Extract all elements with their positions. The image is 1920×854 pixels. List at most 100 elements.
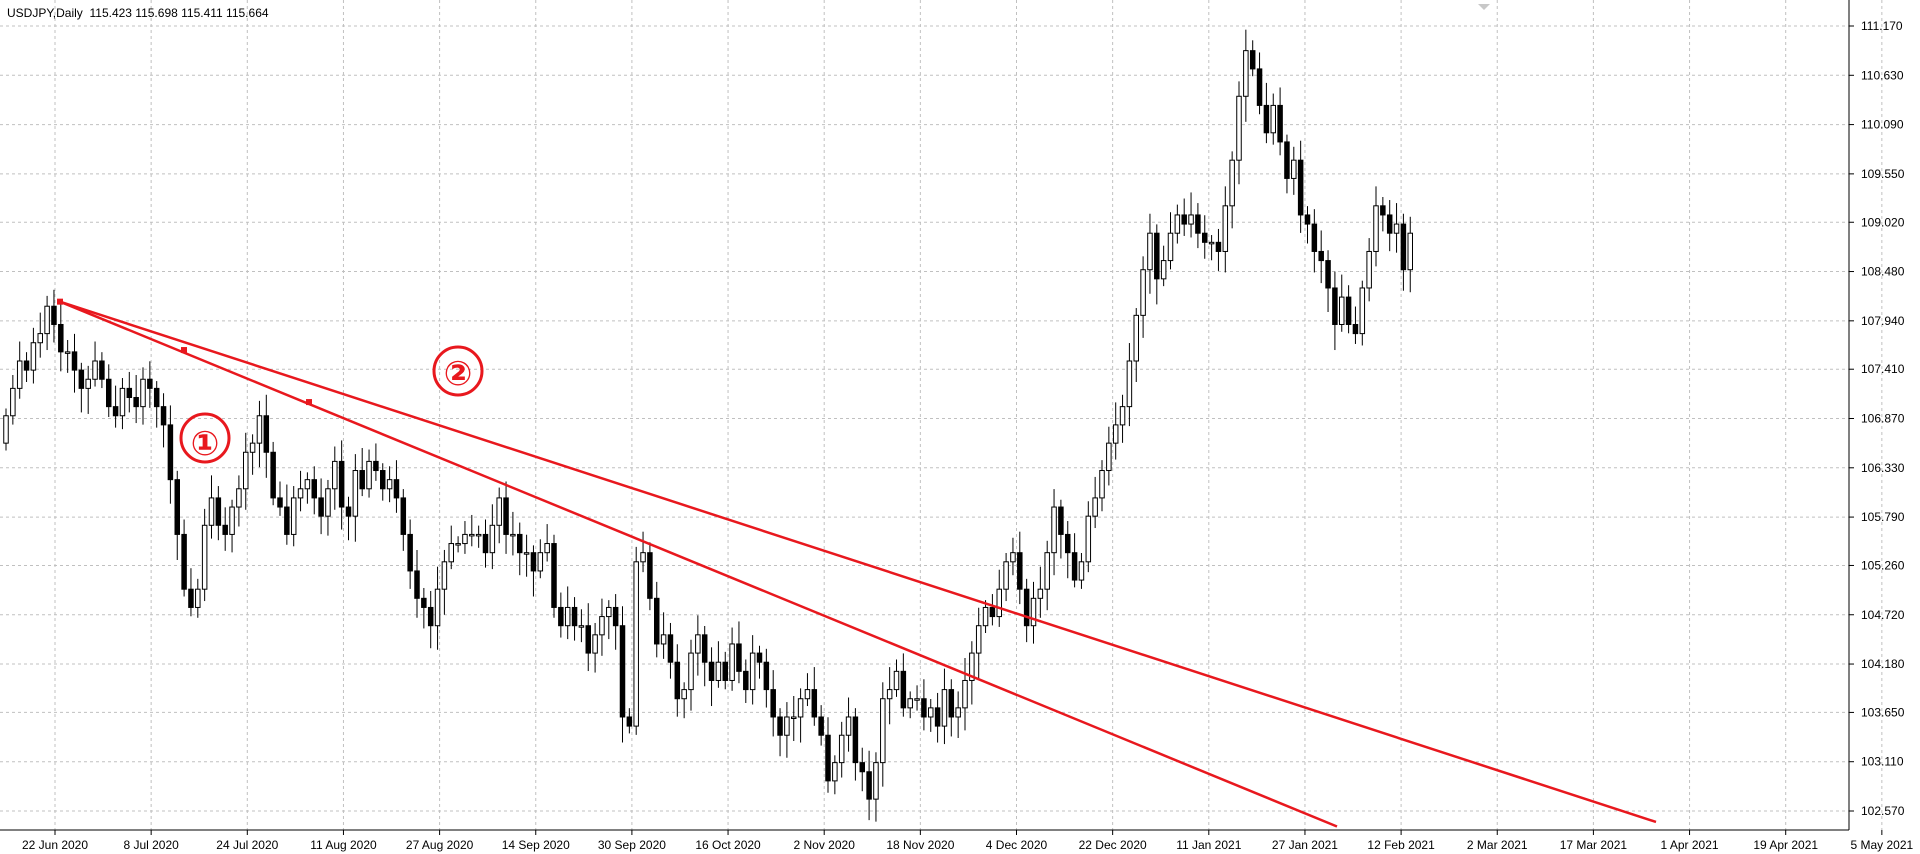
price-tick-label: 104.720 bbox=[1861, 608, 1905, 622]
candle-body-bullish bbox=[1291, 159, 1297, 179]
candle bbox=[825, 717, 831, 793]
trendlines[interactable] bbox=[57, 298, 1657, 828]
date-tick-label: 16 Oct 2020 bbox=[695, 838, 761, 852]
candle-body-bullish bbox=[804, 689, 811, 700]
date-tick-label: 22 Jun 2020 bbox=[22, 838, 88, 852]
candle bbox=[311, 466, 317, 515]
candle-body-bullish bbox=[441, 561, 448, 590]
candle bbox=[619, 606, 626, 743]
candle-body-bullish bbox=[1092, 497, 1098, 517]
candle-body-bullish bbox=[578, 625, 585, 628]
candle bbox=[886, 667, 893, 725]
chart-shift-marker-icon[interactable] bbox=[1478, 4, 1490, 10]
trendline-1[interactable] bbox=[59, 300, 1338, 828]
candle bbox=[1085, 501, 1092, 573]
candle-body-bearish bbox=[1181, 214, 1187, 225]
candle bbox=[147, 361, 153, 408]
candle bbox=[749, 635, 756, 705]
candle-body-bullish bbox=[1359, 287, 1366, 335]
trendline-anchor-handle[interactable] bbox=[57, 298, 63, 305]
candle bbox=[1332, 271, 1338, 351]
candle bbox=[975, 607, 982, 679]
candle-body-bearish bbox=[126, 387, 133, 399]
candle bbox=[1065, 521, 1071, 579]
candle-body-bearish bbox=[852, 716, 859, 764]
candle-body-bearish bbox=[421, 597, 427, 608]
candle-body-bullish bbox=[832, 762, 838, 782]
candle bbox=[380, 463, 386, 501]
candle bbox=[414, 549, 420, 618]
candle-body-bearish bbox=[756, 652, 763, 663]
candle-body-bearish bbox=[859, 762, 865, 773]
candle-body-bullish bbox=[1030, 597, 1037, 627]
candle bbox=[1263, 82, 1270, 144]
candle bbox=[695, 615, 701, 676]
marker-1-label: ① bbox=[191, 424, 220, 464]
candle bbox=[1188, 192, 1194, 238]
candle-body-bullish bbox=[599, 616, 605, 636]
candle-body-bearish bbox=[147, 378, 153, 389]
candle-body-bearish bbox=[763, 661, 770, 691]
candle bbox=[736, 621, 742, 684]
candle bbox=[674, 644, 681, 717]
candle-body-bearish bbox=[1380, 205, 1386, 216]
candle-body-bearish bbox=[58, 323, 64, 353]
candle bbox=[784, 702, 790, 758]
candle-body-bearish bbox=[71, 351, 78, 371]
candle bbox=[153, 381, 160, 428]
candle bbox=[1339, 274, 1345, 332]
candle-body-bullish bbox=[30, 342, 37, 371]
candle bbox=[427, 591, 434, 649]
candle-body-bearish bbox=[167, 424, 174, 481]
date-tick-label: 17 Mar 2021 bbox=[1560, 838, 1628, 852]
price-tick-label: 105.790 bbox=[1861, 510, 1905, 524]
candle bbox=[393, 460, 400, 513]
candle-body-bearish bbox=[1386, 214, 1393, 234]
candle bbox=[10, 374, 16, 425]
candle bbox=[1202, 215, 1208, 259]
candle-body-bearish bbox=[1345, 296, 1352, 325]
candle-body-bullish bbox=[208, 497, 215, 526]
candle-body-bearish bbox=[1249, 50, 1256, 70]
candle bbox=[797, 688, 804, 743]
candle-body-bullish bbox=[1188, 214, 1194, 225]
candle bbox=[30, 327, 37, 384]
trendline-2[interactable] bbox=[59, 300, 1657, 824]
candle bbox=[811, 667, 818, 726]
candle bbox=[962, 657, 968, 731]
candle-body-bullish bbox=[236, 488, 242, 508]
candle-body-bullish bbox=[256, 415, 263, 444]
candle-body-bearish bbox=[1400, 223, 1407, 271]
trendline-anchor-handle[interactable] bbox=[181, 347, 187, 354]
candle-body-bullish bbox=[10, 387, 16, 417]
date-tick-label: 18 Nov 2020 bbox=[886, 838, 954, 852]
candle-body-bearish bbox=[811, 689, 818, 718]
candle-body-bullish bbox=[845, 716, 852, 736]
candle-body-bullish bbox=[37, 333, 43, 344]
candle bbox=[1215, 228, 1222, 271]
candle-body-bullish bbox=[688, 652, 694, 691]
candle-body-bearish bbox=[736, 643, 742, 672]
candle bbox=[1160, 245, 1167, 287]
candle bbox=[1071, 533, 1078, 588]
trendline-anchor-handle[interactable] bbox=[306, 399, 312, 406]
candle-body-bullish bbox=[249, 442, 256, 453]
candle bbox=[126, 371, 133, 413]
candle bbox=[345, 496, 352, 541]
candle-body-bullish bbox=[975, 625, 982, 654]
candle bbox=[955, 691, 961, 738]
candle-body-bullish bbox=[1393, 223, 1400, 234]
candle bbox=[667, 622, 674, 679]
candle bbox=[1147, 213, 1153, 294]
date-tick-label: 1 Apr 2021 bbox=[1661, 838, 1719, 852]
candle-body-bearish bbox=[1195, 214, 1201, 234]
candle-body-bearish bbox=[160, 406, 167, 426]
candle-body-bearish bbox=[825, 734, 831, 782]
candle bbox=[708, 647, 715, 707]
candle-body-bearish bbox=[612, 606, 619, 627]
candle bbox=[1386, 200, 1393, 252]
candle-body-bearish bbox=[551, 543, 557, 608]
candle-body-bearish bbox=[380, 470, 386, 490]
